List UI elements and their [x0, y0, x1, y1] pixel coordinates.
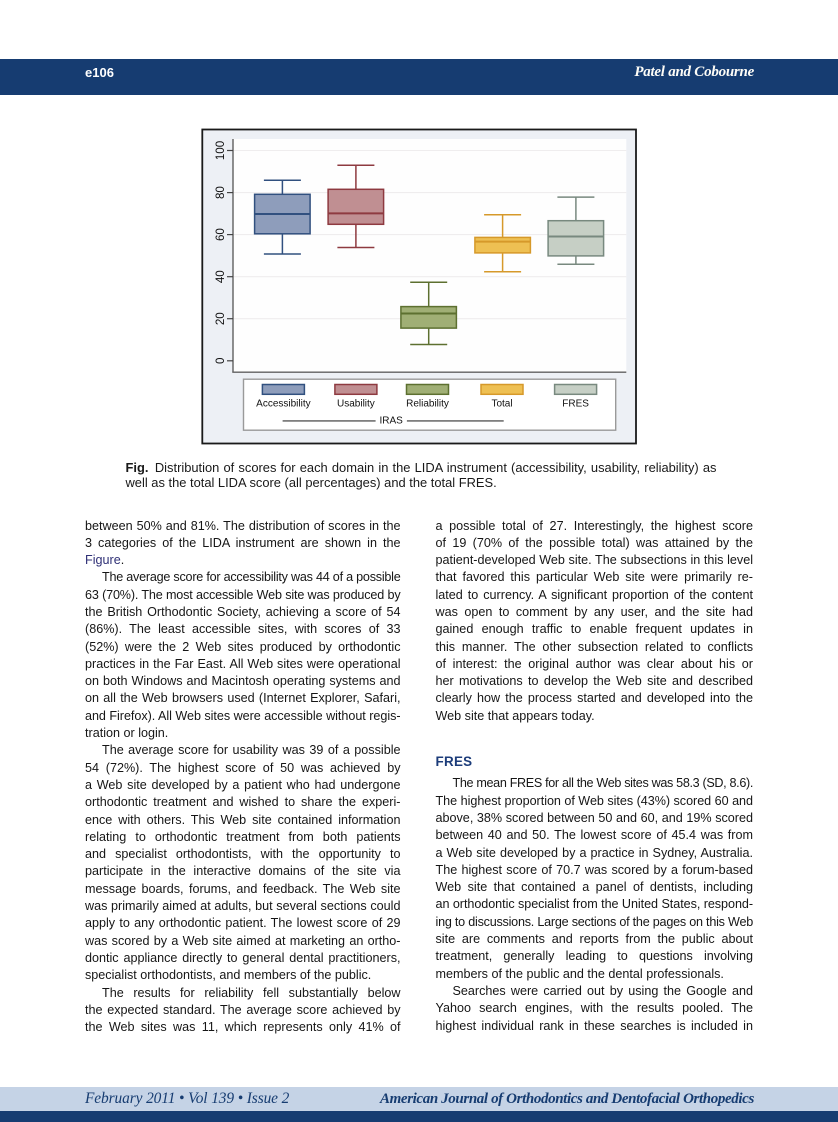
svg-text:IRAS: IRAS: [380, 416, 404, 427]
svg-text:100: 100: [214, 141, 227, 160]
svg-text:60: 60: [214, 228, 227, 241]
svg-text:20: 20: [214, 312, 227, 325]
svg-text:FRES: FRES: [562, 399, 589, 410]
svg-text:Reliability: Reliability: [406, 399, 449, 410]
svg-text:Usability: Usability: [337, 399, 375, 410]
svg-text:Accessibility: Accessibility: [256, 399, 310, 410]
svg-text:40: 40: [214, 270, 227, 283]
svg-text:Total: Total: [491, 399, 512, 410]
svg-text:0: 0: [214, 358, 227, 364]
svg-text:80: 80: [214, 186, 227, 199]
